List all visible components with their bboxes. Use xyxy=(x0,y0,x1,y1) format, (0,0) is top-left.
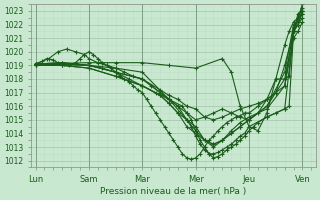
X-axis label: Pression niveau de la mer( hPa ): Pression niveau de la mer( hPa ) xyxy=(100,187,247,196)
